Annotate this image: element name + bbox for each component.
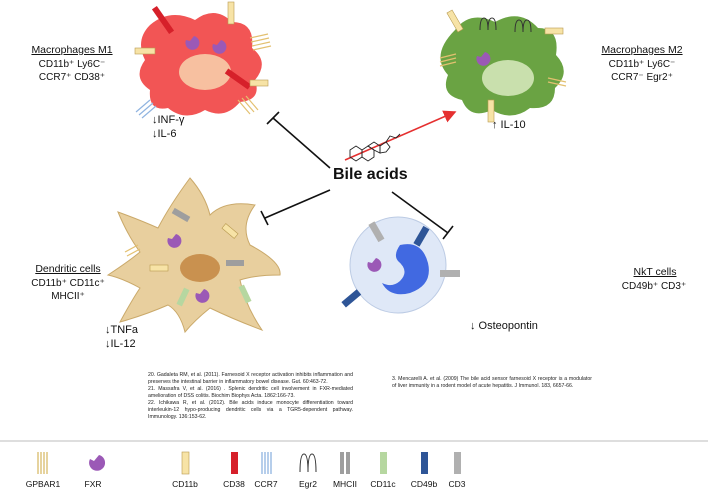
legend-label-cd49b: CD49b [410, 479, 438, 489]
cd11b-icon [181, 451, 190, 475]
reference-22: 22. Ichikawa R, et al. (2012). Bile acid… [148, 400, 353, 420]
legend-label-cd11b: CD11b [172, 479, 198, 489]
legend-label-egr2: Egr2 [299, 479, 317, 489]
macrophage-m1-cell [134, 1, 272, 119]
m1-effect-2: ↓IL-6 [152, 128, 177, 140]
nkt-effect-1: ↓ Osteopontin [470, 320, 538, 332]
dc-marker-1: CD11b⁺ CD11c⁺ [31, 278, 105, 289]
bile-acid-molecule-icon [349, 133, 401, 162]
legend-label-ccr7: CCR7 [254, 479, 278, 489]
legend-label-fxr: FXR [84, 479, 102, 489]
dc-effect-1: ↓TNFa [105, 324, 138, 336]
cd38-icon [231, 452, 238, 474]
legend-label-cd11c: CD11c [370, 479, 396, 489]
cd3-icon [454, 452, 461, 474]
legend-label-cd38: CD38 [223, 479, 245, 489]
gpbar1-icon [37, 452, 48, 474]
nkt-title: NkT cells [633, 266, 677, 278]
legend-label-gpbar1: GPBAR1 [25, 479, 61, 489]
dc-effect-2: ↓IL-12 [105, 338, 136, 350]
legend-label-mhcii: MHCII [332, 479, 358, 489]
dc-title: Dendritic cells [35, 263, 101, 275]
m2-title: Macrophages M2 [601, 44, 683, 56]
dendritic-cell [106, 177, 281, 334]
egr2-icon [299, 453, 317, 473]
mhcii-icon [340, 452, 350, 474]
m1-title: Macrophages M1 [31, 44, 113, 56]
dc-marker-2: MHCII⁺ [51, 291, 85, 302]
macrophage-m2-cell [439, 9, 567, 123]
cd11c-icon [380, 452, 387, 474]
nkt-marker-1: CD49b⁺ CD3⁺ [621, 281, 687, 292]
fxr-icon [89, 455, 106, 471]
nkt-cell [341, 216, 460, 314]
legend-icons [37, 451, 461, 475]
references-left: 20. Gadaleta RM, et al. (2011). Farnesoi… [148, 372, 353, 421]
cd49b-icon [421, 452, 428, 474]
m1-marker-2: CCR7⁺ CD38⁺ [38, 72, 106, 83]
ccr7-icon [261, 452, 272, 474]
reference-3: 3. Mencarelli A. et al. (2009) The bile … [392, 376, 592, 389]
legend-label-cd3: CD3 [448, 479, 466, 489]
m2-effect-1: ↑ IL-10 [492, 119, 526, 131]
connectors [260, 110, 457, 240]
references-right: 3. Mencarelli A. et al. (2009) The bile … [392, 376, 592, 390]
reference-20: 20. Gadaleta RM, et al. (2011). Farnesoi… [148, 372, 353, 385]
m2-marker-2: CCR7⁻ Egr2⁺ [611, 72, 673, 83]
m2-marker-1: CD11b⁺ Ly6C⁻ [608, 59, 676, 70]
center-label: Bile acids [333, 166, 408, 183]
reference-21: 21. Massafra V, et al. (2016) . Splenic … [148, 386, 353, 399]
m1-marker-1: CD11b⁺ Ly6C⁻ [38, 59, 106, 70]
m1-effect-1: ↓INF-γ [152, 114, 185, 126]
